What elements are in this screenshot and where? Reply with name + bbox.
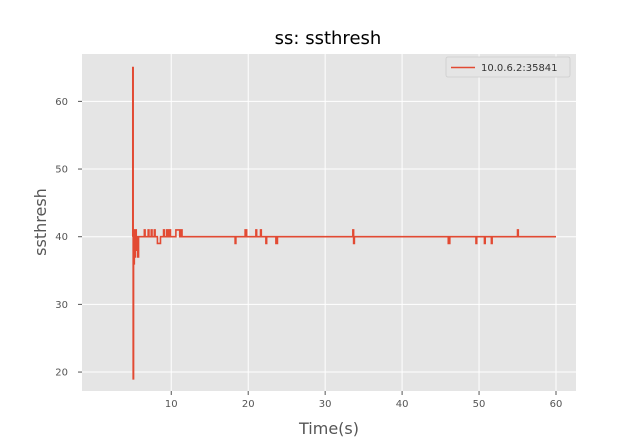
y-axis-label: ssthresh	[31, 188, 50, 256]
axis-ticks: 10 20 30 40 50 60 20 30 40 50 60	[55, 97, 562, 410]
x-axis-label: Time(s)	[298, 419, 359, 438]
y-tick-label: 30	[55, 300, 68, 311]
series-layer	[131, 66, 556, 380]
y-tick-label: 40	[55, 232, 68, 243]
x-tick-label: 40	[396, 399, 409, 410]
x-tick-label: 30	[319, 399, 332, 410]
x-tick-label: 10	[165, 399, 178, 410]
x-tick-label: 20	[242, 399, 255, 410]
legend-box	[445, 56, 571, 78]
chart-title: ss: ssthresh	[275, 28, 382, 49]
plot-area	[82, 54, 576, 391]
x-tick-label: 60	[550, 399, 563, 410]
y-tick-label: 50	[55, 165, 68, 176]
legend: 10.0.6.2:35841	[445, 56, 571, 78]
x-tick-label: 50	[473, 399, 486, 410]
y-tick-label: 60	[55, 97, 68, 108]
series-line	[131, 66, 556, 380]
y-tick-label: 20	[55, 368, 68, 379]
legend-label: 10.0.6.2:35841	[481, 63, 558, 74]
